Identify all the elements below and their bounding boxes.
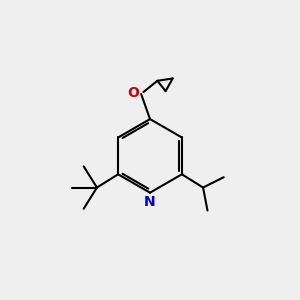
Text: N: N [144, 195, 156, 209]
Text: O: O [127, 85, 139, 100]
